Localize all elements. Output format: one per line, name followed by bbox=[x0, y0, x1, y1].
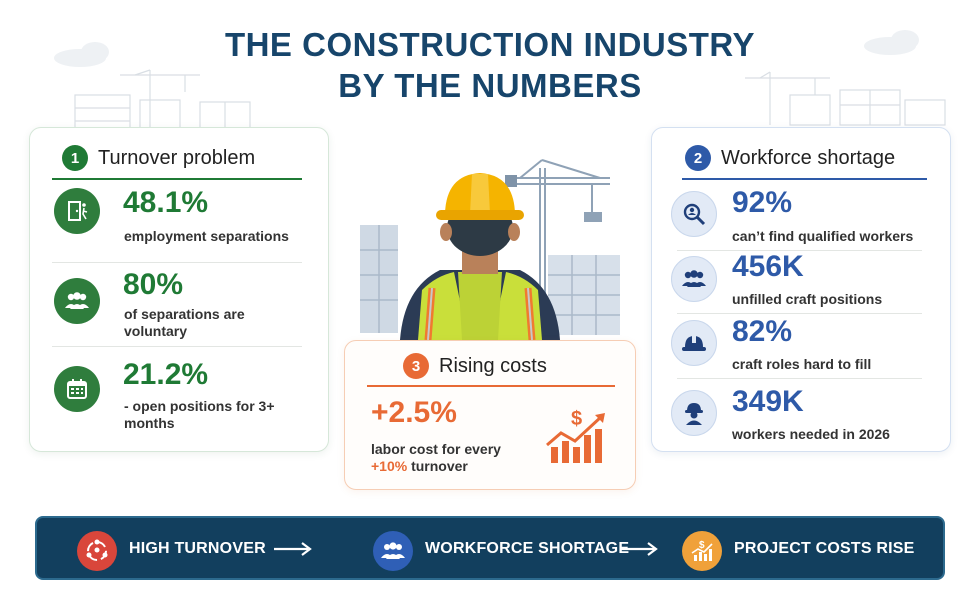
rising-costs-card: 3 Rising costs +2.5% labor cost for ever… bbox=[344, 340, 636, 490]
divider bbox=[677, 378, 922, 379]
arrow-right-icon bbox=[274, 542, 312, 556]
worker-icon bbox=[671, 390, 717, 436]
divider bbox=[52, 346, 302, 347]
costs-header: 3 Rising costs bbox=[403, 353, 547, 379]
costs-value: +2.5% bbox=[371, 396, 457, 429]
dollar-chart-up-icon: $ bbox=[682, 531, 722, 571]
costs-label-line1: labor cost for every bbox=[371, 441, 501, 457]
exit-door-icon bbox=[54, 188, 100, 234]
dollar-chart-up-icon: $ bbox=[543, 407, 609, 470]
people-cycle-icon bbox=[77, 531, 117, 571]
divider bbox=[52, 262, 302, 263]
center-skyline bbox=[360, 159, 620, 335]
right-skyline bbox=[745, 71, 946, 126]
magnifier-person-icon bbox=[671, 191, 717, 237]
workforce-heading: Workforce shortage bbox=[721, 146, 896, 169]
people-group-icon bbox=[54, 278, 100, 324]
workforce-stat-3-value: 82% bbox=[732, 315, 793, 348]
workforce-header: 2 Workforce shortage bbox=[685, 145, 895, 171]
page-title: THE CONSTRUCTION INDUSTRY BY THE NUMBERS bbox=[0, 24, 980, 106]
workforce-number-badge: 2 bbox=[685, 145, 711, 171]
title-line-2: BY THE NUMBERS bbox=[338, 67, 642, 104]
workforce-stat-1-label: can’t find qualified workers bbox=[732, 228, 914, 244]
calendar-icon bbox=[54, 366, 100, 412]
turnover-number-badge: 1 bbox=[62, 145, 88, 171]
people-group-icon bbox=[671, 256, 717, 302]
turnover-card: 1 Turnover problem 48.1% employment sepa… bbox=[29, 127, 329, 452]
turnover-header: 1 Turnover problem bbox=[62, 145, 255, 171]
costs-divider bbox=[367, 385, 615, 387]
turnover-divider bbox=[52, 178, 302, 180]
cloud-icon bbox=[54, 30, 919, 67]
people-group-icon bbox=[373, 531, 413, 571]
turnover-stat-3-value: 21.2% bbox=[123, 358, 209, 391]
workforce-card: 2 Workforce shortage 92% can’t find qual… bbox=[651, 127, 951, 452]
banner-item-1-label: HIGH TURNOVER bbox=[129, 540, 266, 557]
construction-worker-illustration bbox=[400, 173, 560, 341]
workforce-stat-4-label: workers needed in 2026 bbox=[732, 426, 890, 442]
svg-text:$: $ bbox=[699, 540, 705, 551]
turnover-stat-2-label: of separations are voluntary bbox=[124, 306, 245, 339]
costs-label-rest: turnover bbox=[411, 458, 468, 474]
costs-label: labor cost for every +10% turnover bbox=[371, 441, 551, 475]
divider bbox=[677, 313, 922, 314]
arrow-right-icon bbox=[620, 542, 658, 556]
workforce-stat-4-value: 349K bbox=[732, 385, 804, 418]
hard-hat-icon bbox=[671, 320, 717, 366]
workforce-stat-1-value: 92% bbox=[732, 186, 793, 219]
turnover-stat-1-value: 48.1% bbox=[123, 186, 209, 219]
banner-item-3-label: PROJECT COSTS RISE bbox=[734, 540, 915, 557]
workforce-stat-2-value: 456K bbox=[732, 250, 804, 283]
costs-label-highlight: +10% bbox=[371, 458, 408, 474]
divider bbox=[677, 250, 922, 251]
title-line-1: THE CONSTRUCTION INDUSTRY bbox=[224, 26, 756, 63]
svg-text:$: $ bbox=[571, 408, 582, 430]
turnover-stat-2-value: 80% bbox=[123, 268, 184, 301]
workforce-divider bbox=[682, 178, 927, 180]
turnover-stat-1-label: employment separations bbox=[124, 228, 289, 244]
workforce-stat-3-label: craft roles hard to fill bbox=[732, 356, 872, 372]
summary-banner: HIGH TURNOVER WORKFORCE SHORTAGE $ PROJE… bbox=[35, 516, 945, 580]
workforce-stat-2-label: unfilled craft positions bbox=[732, 291, 883, 307]
banner-item-2-label: WORKFORCE SHORTAGE bbox=[425, 540, 630, 557]
costs-number-badge: 3 bbox=[403, 353, 429, 379]
costs-heading: Rising costs bbox=[439, 354, 547, 377]
turnover-stat-3-label: - open positions for 3+ months bbox=[124, 398, 275, 431]
turnover-heading: Turnover problem bbox=[98, 146, 256, 169]
